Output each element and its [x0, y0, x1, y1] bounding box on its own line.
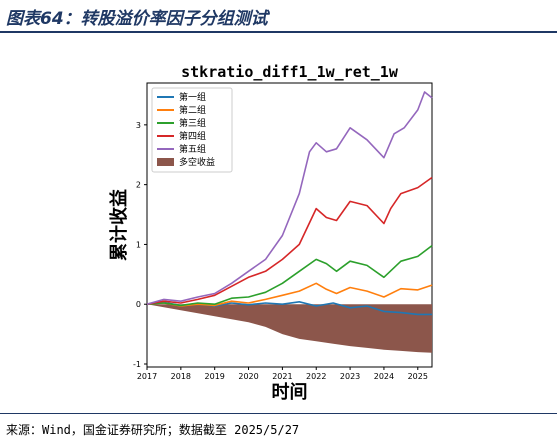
series-line-5	[146, 91, 433, 305]
x-tick-label: 2025	[408, 372, 428, 381]
legend-label: 多空收益	[179, 156, 215, 168]
x-tick-label: 2021	[272, 372, 292, 381]
x-tick-label: 2020	[238, 372, 258, 381]
series-line-2	[146, 282, 433, 307]
y-tick-label: 1	[136, 240, 141, 249]
chart-svg: 2017 2018 2019 2020 2021 2022 2023 2024 2025 -1 0 1…	[108, 63, 433, 403]
x-tick-label: 2017	[137, 372, 157, 381]
x-axis-label: 时间	[272, 382, 308, 403]
series-line-4	[146, 176, 433, 305]
top-rule	[0, 31, 557, 33]
legend-label: 第二组	[179, 104, 206, 116]
y-tick-label: 3	[136, 121, 141, 130]
y-axis-label: 累计收益	[108, 189, 130, 261]
long-short-area	[147, 304, 432, 353]
chart-title: stkratio_diff1_1w_ret_1w	[181, 63, 399, 81]
y-tick-label: 0	[136, 300, 141, 309]
source-note: 来源：Wind，国金证券研究所；数据截至 2025/5/27	[6, 423, 300, 437]
bottom-rule	[0, 413, 557, 414]
y-tick-label: -1	[133, 360, 141, 369]
plot-area: 2017 2018 2019 2020 2021 2022 2023 2024 2025 -1 0 1…	[108, 63, 433, 403]
figure-title: 图表64：转股溢价率因子分组测试	[6, 9, 268, 29]
x-tick-label: 2024	[374, 372, 394, 381]
series-line-3	[146, 244, 433, 307]
legend-swatch-area	[157, 158, 174, 166]
legend-label: 第四组	[179, 130, 206, 142]
y-tick-label: 2	[136, 181, 141, 190]
legend-label: 第三组	[179, 117, 206, 129]
x-tick-label: 2022	[306, 372, 326, 381]
x-tick-label: 2023	[340, 372, 360, 381]
legend-label: 第五组	[179, 143, 206, 155]
legend-label: 第一组	[179, 91, 206, 103]
x-tick-label: 2019	[205, 372, 225, 381]
x-tick-label: 2018	[171, 372, 191, 381]
